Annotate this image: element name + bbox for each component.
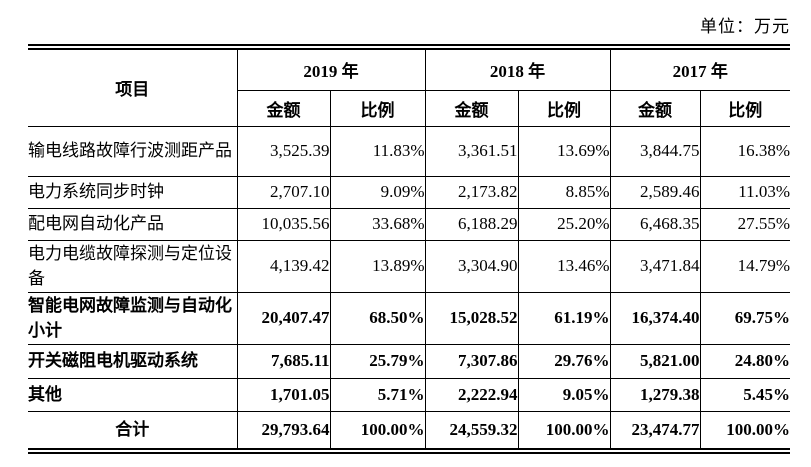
column-header-year-2019: 2019 年 [236, 50, 426, 91]
revenue-table-container: 项目 2019 年 2018 年 2017 年 金额 比例 金额 比例 金额 比… [28, 44, 790, 454]
ratio-2019: 13.89% [329, 239, 426, 293]
amount-2018: 24,559.32 [424, 410, 519, 448]
unit-label: 单位：万元 [700, 17, 790, 36]
ratio-2019: 33.68% [329, 207, 426, 241]
amount-2017: 3,471.84 [609, 239, 701, 293]
ratio-2019: 5.71% [329, 377, 426, 412]
amount-2019: 4,139.42 [236, 239, 331, 293]
table-row-cable-fault-detection: 电力电缆故障探测与定位设备 4,139.42 13.89% 3,304.90 1… [28, 239, 790, 293]
ratio-2017: 27.55% [699, 207, 790, 241]
ratio-2018: 8.85% [517, 175, 611, 209]
table-row-power-system-sync-clock: 电力系统同步时钟 2,707.10 9.09% 2,173.82 8.85% 2… [28, 175, 790, 209]
ratio-2017: 5.45% [699, 377, 790, 412]
row-label: 配电网自动化产品 [28, 207, 238, 241]
amount-2017: 23,474.77 [609, 410, 701, 448]
ratio-2017: 11.03% [699, 175, 790, 209]
amount-2017: 1,279.38 [609, 377, 701, 412]
amount-2019: 20,407.47 [236, 291, 331, 345]
amount-2017: 3,844.75 [609, 125, 701, 177]
amount-2019: 3,525.39 [236, 125, 331, 177]
amount-2019: 10,035.56 [236, 207, 331, 241]
row-label: 输电线路故障行波测距产品 [28, 125, 238, 177]
row-label: 其他 [28, 377, 238, 412]
row-label: 智能电网故障监测与自动化小计 [28, 291, 238, 345]
ratio-2018: 61.19% [517, 291, 611, 345]
column-header-ratio-2018: 比例 [517, 89, 611, 127]
amount-2017: 6,468.35 [609, 207, 701, 241]
ratio-2018: 25.20% [517, 207, 611, 241]
column-header-ratio-2019: 比例 [329, 89, 426, 127]
table-row-smart-grid-subtotal: 智能电网故障监测与自动化小计 20,407.47 68.50% 15,028.5… [28, 291, 790, 345]
amount-2019: 2,707.10 [236, 175, 331, 209]
row-label: 开关磁阻电机驱动系统 [28, 343, 238, 379]
amount-2017: 5,821.00 [609, 343, 701, 379]
ratio-2019: 100.00% [329, 410, 426, 448]
amount-2018: 2,173.82 [424, 175, 519, 209]
amount-2019: 1,701.05 [236, 377, 331, 412]
table-row-other: 其他 1,701.05 5.71% 2,222.94 9.05% 1,279.3… [28, 377, 790, 412]
amount-2018: 7,307.86 [424, 343, 519, 379]
ratio-2018: 13.69% [517, 125, 611, 177]
column-header-year-2017: 2017 年 [609, 50, 790, 91]
amount-2018: 3,304.90 [424, 239, 519, 293]
table-row-total: 合计 29,793.64 100.00% 24,559.32 100.00% 2… [28, 410, 790, 448]
ratio-2019: 68.50% [329, 291, 426, 345]
amount-2019: 7,685.11 [236, 343, 331, 379]
ratio-2019: 11.83% [329, 125, 426, 177]
amount-2018: 6,188.29 [424, 207, 519, 241]
column-header-amount-2018: 金额 [424, 89, 519, 127]
column-header-year-2018: 2018 年 [424, 50, 611, 91]
ratio-2019: 25.79% [329, 343, 426, 379]
ratio-2018: 100.00% [517, 410, 611, 448]
ratio-2018: 13.46% [517, 239, 611, 293]
column-header-item: 项目 [28, 50, 238, 127]
revenue-breakdown-table: 项目 2019 年 2018 年 2017 年 金额 比例 金额 比例 金额 比… [28, 50, 790, 448]
table-row-switched-reluctance-motor: 开关磁阻电机驱动系统 7,685.11 25.79% 7,307.86 29.7… [28, 343, 790, 379]
column-header-amount-2017: 金额 [609, 89, 701, 127]
amount-2017: 16,374.40 [609, 291, 701, 345]
amount-2018: 3,361.51 [424, 125, 519, 177]
ratio-2018: 9.05% [517, 377, 611, 412]
column-header-ratio-2017: 比例 [699, 89, 790, 127]
header-row-years: 项目 2019 年 2018 年 2017 年 [28, 50, 790, 127]
row-label: 合计 [28, 410, 238, 448]
amount-2017: 2,589.46 [609, 175, 701, 209]
ratio-2017: 14.79% [699, 239, 790, 293]
ratio-2017: 16.38% [699, 125, 790, 177]
amount-2018: 2,222.94 [424, 377, 519, 412]
table-row-transmission-line-products: 输电线路故障行波测距产品 3,525.39 11.83% 3,361.51 13… [28, 125, 790, 177]
ratio-2017: 24.80% [699, 343, 790, 379]
ratio-2017: 100.00% [699, 410, 790, 448]
amount-2018: 15,028.52 [424, 291, 519, 345]
row-label: 电力电缆故障探测与定位设备 [28, 239, 238, 293]
ratio-2019: 9.09% [329, 175, 426, 209]
amount-2019: 29,793.64 [236, 410, 331, 448]
ratio-2018: 29.76% [517, 343, 611, 379]
ratio-2017: 69.75% [699, 291, 790, 345]
column-header-amount-2019: 金额 [237, 89, 331, 127]
table-row-distribution-automation: 配电网自动化产品 10,035.56 33.68% 6,188.29 25.20… [28, 207, 790, 241]
row-label: 电力系统同步时钟 [28, 175, 238, 209]
